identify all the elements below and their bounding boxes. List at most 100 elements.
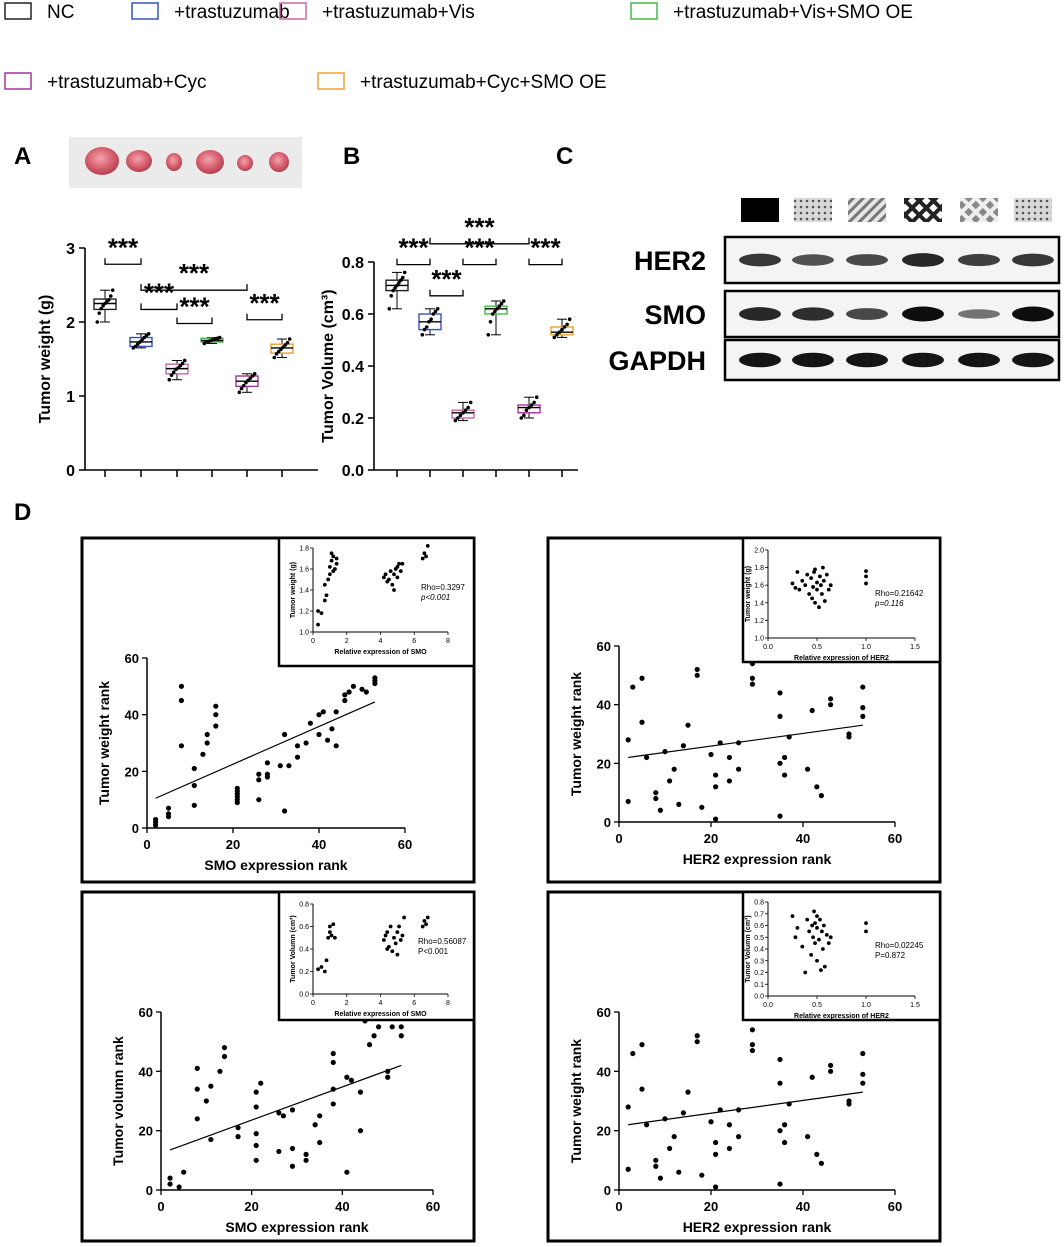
data-point	[285, 340, 290, 345]
y-tick-label: 0.0	[342, 463, 364, 480]
data-point	[726, 1145, 733, 1152]
inset-data-point	[420, 924, 425, 929]
inset-data-point	[864, 921, 868, 926]
data-point	[289, 1145, 296, 1152]
data-point	[625, 1166, 631, 1172]
inset-frame	[741, 536, 942, 664]
data-point	[165, 805, 172, 811]
inset-data-point	[327, 572, 332, 577]
data-point	[363, 689, 369, 695]
data-point	[346, 689, 352, 695]
data-point	[736, 1134, 742, 1140]
inset-data-point	[388, 924, 393, 929]
data-point	[529, 403, 534, 407]
data-point	[253, 1089, 259, 1095]
inset-data-point	[795, 925, 800, 930]
inset-y-tick-label: 0.2	[299, 969, 309, 976]
data-point	[135, 342, 140, 347]
data-point	[99, 306, 103, 311]
data-point	[522, 413, 526, 418]
inset-x-tick-label: 0.0	[763, 1002, 773, 1009]
inset-data-point	[810, 596, 814, 601]
inset-data-point	[424, 922, 428, 927]
data-point	[777, 713, 783, 720]
x-tick-label: 20	[244, 1199, 258, 1214]
significance-bracket	[176, 317, 213, 325]
data-point	[344, 1074, 350, 1080]
data-point	[639, 719, 645, 725]
significance-label: ***	[431, 264, 462, 294]
inset-data-point	[803, 970, 808, 975]
inset-data-point	[813, 921, 817, 926]
blot-band	[846, 308, 888, 320]
data-point	[644, 754, 650, 761]
data-point	[562, 325, 567, 329]
inset-data-point	[381, 575, 386, 580]
data-point	[527, 405, 531, 410]
data-point	[435, 307, 440, 311]
blot-band	[792, 352, 834, 368]
inset-data-point	[387, 577, 391, 582]
inset-y-tick-label: 0.5	[754, 935, 764, 942]
data-point	[534, 395, 539, 400]
data-point	[805, 766, 811, 772]
inset-data-point	[392, 588, 396, 592]
legend-swatch	[317, 72, 345, 90]
data-point	[330, 1050, 336, 1057]
data-point	[694, 1033, 700, 1039]
y-tick-label: 0	[604, 1183, 611, 1198]
data-point	[250, 374, 255, 378]
inset-x-tick-label: 0	[311, 638, 315, 645]
data-point	[256, 797, 262, 803]
data-point	[320, 709, 326, 715]
data-point	[280, 1113, 286, 1119]
data-point	[203, 1098, 209, 1104]
data-point	[329, 726, 335, 732]
inset-data-point	[385, 947, 390, 951]
inset-y-tick-label: 0.8	[299, 902, 309, 909]
inset-y-axis-label: Tumor Volumn (cm³)	[745, 915, 752, 982]
data-point	[178, 697, 184, 704]
inset-data-point	[327, 565, 332, 569]
inset-data-point	[398, 569, 403, 573]
inset-data-point	[422, 551, 427, 556]
data-point	[178, 683, 184, 689]
data-point	[176, 1184, 182, 1190]
inset-p-value: P<0.001	[418, 947, 449, 956]
y-tick-label: 0	[132, 821, 139, 836]
significance-bracket	[140, 284, 248, 291]
data-point	[694, 672, 700, 678]
significance-bracket	[429, 237, 530, 245]
data-point	[97, 311, 102, 315]
inset-y-tick-label: 1.6	[299, 567, 309, 574]
data-point	[221, 1053, 228, 1060]
inset-data-point	[864, 929, 868, 934]
data-point	[639, 1086, 645, 1092]
data-point	[468, 400, 473, 405]
blot-band	[902, 306, 944, 322]
data-point	[276, 1110, 282, 1116]
data-point	[777, 760, 783, 766]
legend-swatch	[4, 72, 32, 90]
legend: NC +trastuzumab +trastuzumab+Vis +trastuzum…	[4, 2, 913, 93]
inset-y-tick-label: 1.0	[754, 636, 764, 643]
data-point	[252, 372, 257, 376]
data-point	[140, 337, 144, 342]
significance-label: ***	[108, 232, 139, 262]
inset-data-point	[819, 968, 823, 973]
data-point	[283, 343, 288, 347]
inset-data-point	[813, 941, 817, 946]
inset-data-point	[324, 958, 329, 963]
inset-data-point	[322, 969, 327, 974]
blot-band	[1012, 253, 1054, 267]
x-tick-label: 20	[226, 837, 240, 852]
data-point	[286, 763, 292, 769]
data-point	[194, 1086, 200, 1092]
data-point	[490, 312, 495, 316]
data-point	[234, 785, 240, 791]
inset-data-point	[826, 941, 831, 946]
data-point	[749, 1042, 756, 1048]
data-point	[191, 765, 197, 772]
legend-label: +trastuzumab+Vis+SMO OE	[673, 2, 913, 23]
